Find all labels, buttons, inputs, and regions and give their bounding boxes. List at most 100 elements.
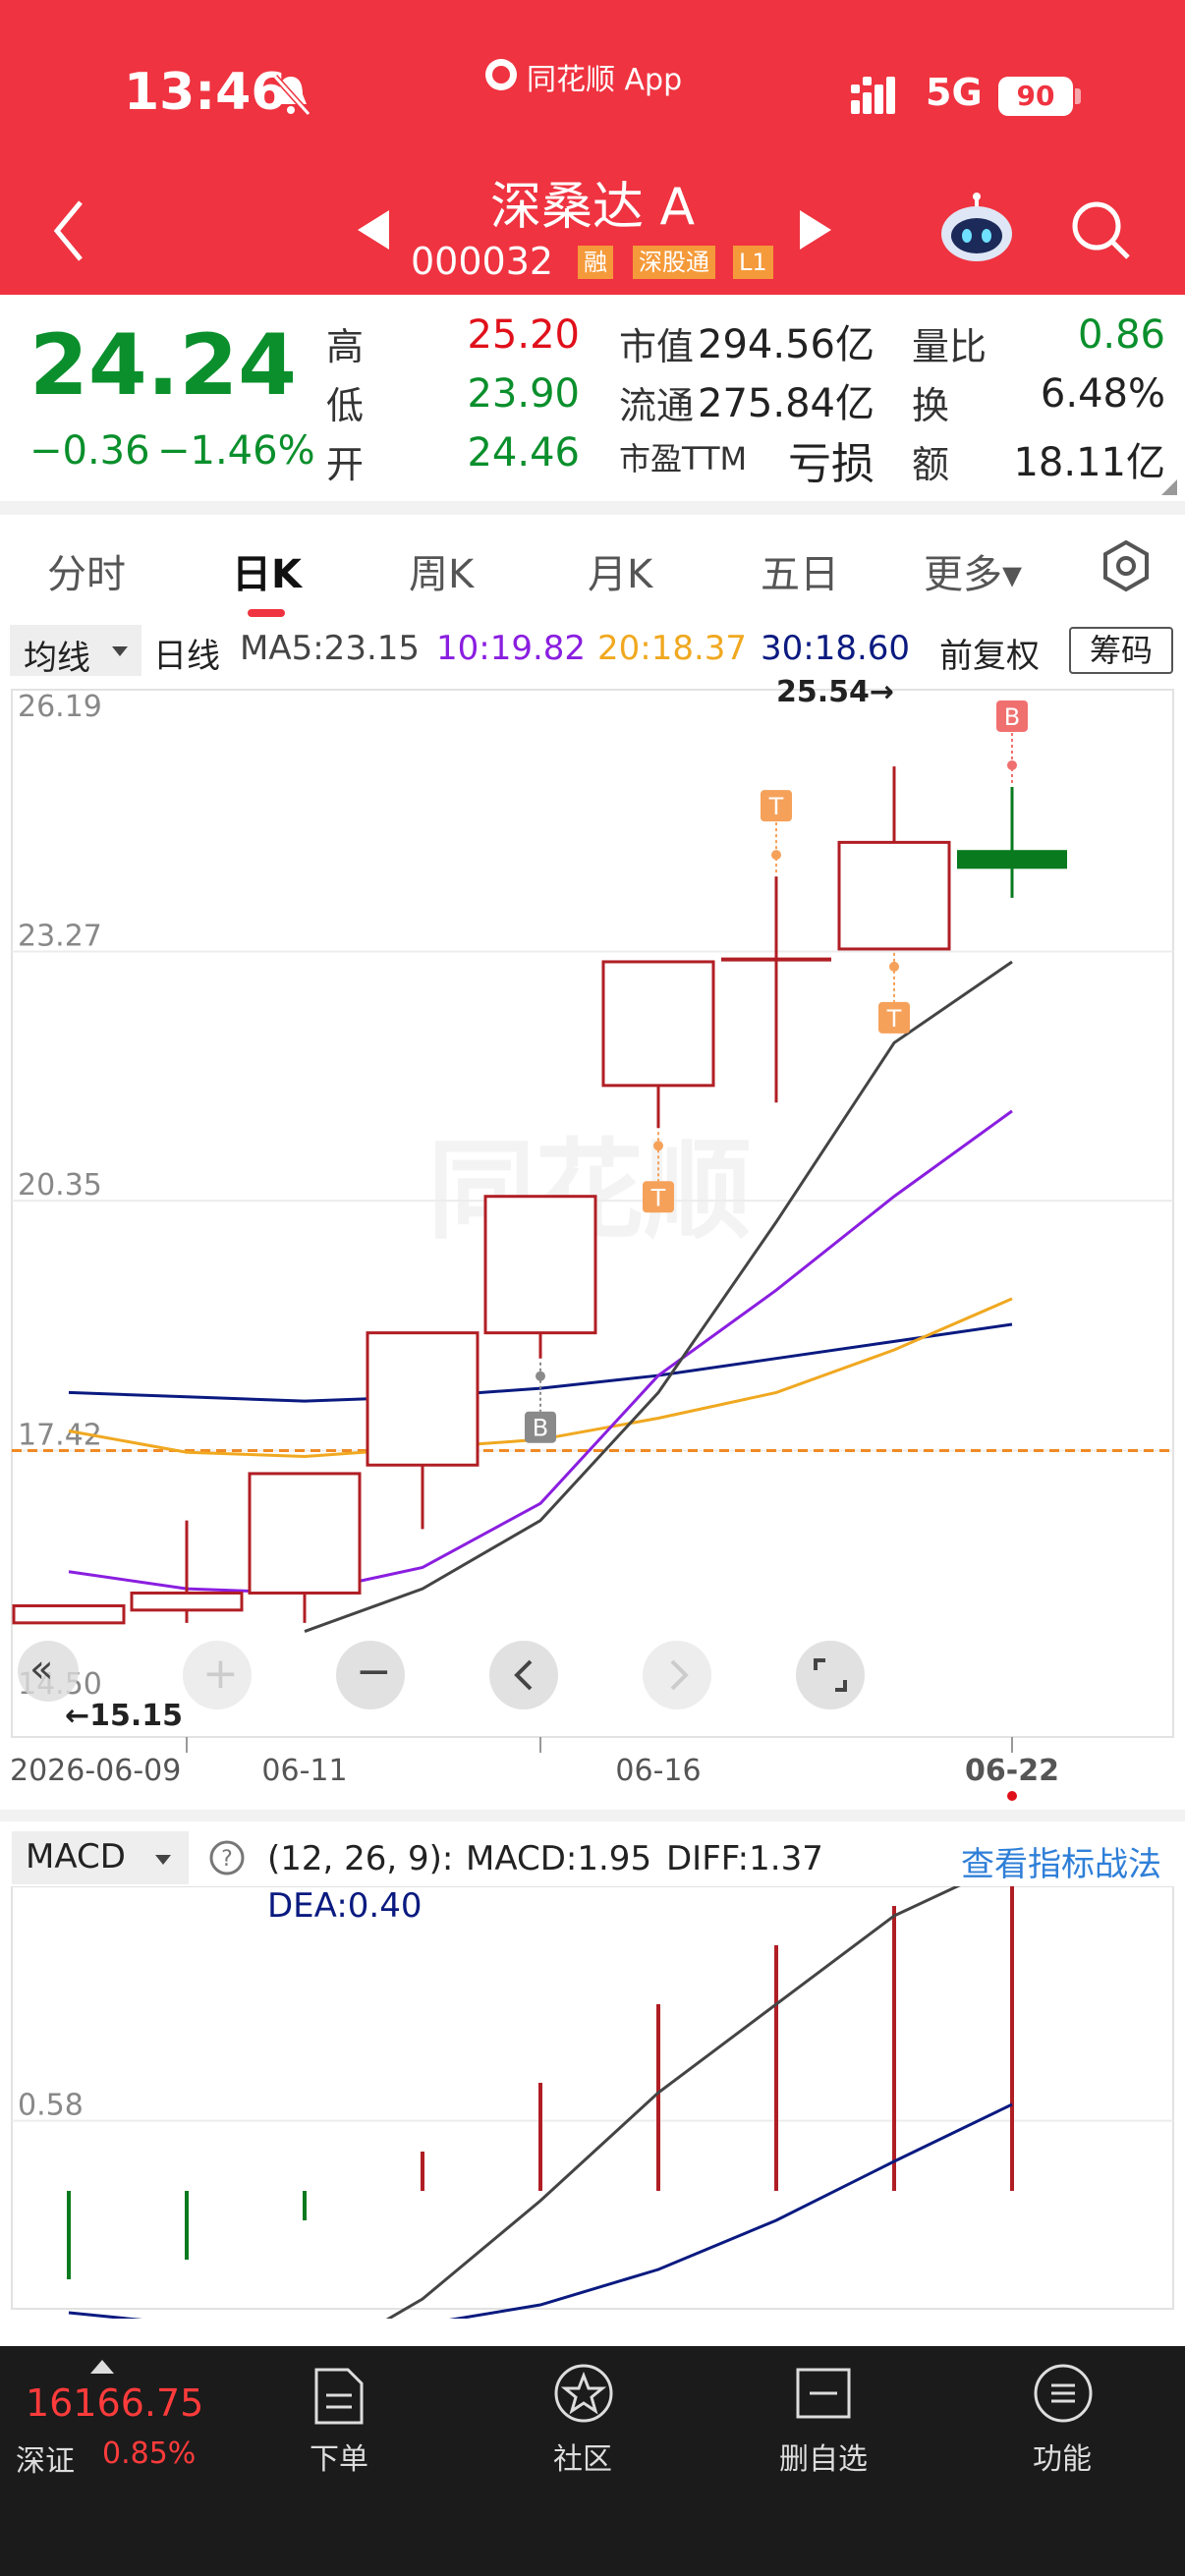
fullscreen-icon xyxy=(814,1658,847,1692)
dea-value: DEA:0.40 xyxy=(267,1886,423,1926)
x-axis-label: 06-11 xyxy=(261,1754,347,1788)
price-change-pct: −1.46% xyxy=(157,428,315,474)
bottom-bar: 16166.75 深证 0.85% 下单 社区 删自选 xyxy=(0,2346,1185,2576)
signal-marker-label: T xyxy=(768,793,784,820)
candle-body xyxy=(601,960,715,1088)
kline-chart[interactable]: 同花顺26.1923.2720.3517.4214.50TBTTB25.54→←… xyxy=(0,678,1185,1808)
amount-value: 18.11亿 xyxy=(1013,440,1165,485)
section-divider xyxy=(0,501,1185,515)
ma30-value: 30:18.60 xyxy=(761,629,911,668)
app-header: 13:46 同花顺 App 5G 90 深桑达 A xyxy=(0,0,1185,295)
ma10-value: 10:19.82 xyxy=(436,629,587,668)
community-star-icon xyxy=(554,2364,613,2423)
signal-marker-label: T xyxy=(650,1184,666,1211)
ma-period: 日线 xyxy=(153,637,220,676)
x-axis-label: 2026-06-09 xyxy=(10,1754,181,1788)
ma20-value: 20:18.37 xyxy=(597,629,748,668)
turnover-label: 换 xyxy=(912,384,950,427)
chart-settings-icon[interactable] xyxy=(1099,538,1154,593)
back-icon[interactable] xyxy=(49,196,88,265)
candle-body xyxy=(483,1195,597,1335)
tab-intraday[interactable]: 分时 xyxy=(47,552,126,597)
signal-marker-t xyxy=(761,790,792,822)
candle-body xyxy=(130,1591,244,1612)
diff-value: DIFF:1.37 xyxy=(666,1839,823,1878)
mcap-label: 市值 xyxy=(619,325,695,368)
candle-body xyxy=(248,1472,362,1595)
open-value: 24.46 xyxy=(467,430,580,476)
amount-label: 额 xyxy=(912,443,950,486)
fullscreen-button[interactable] xyxy=(796,1641,865,1709)
float-value: 275.84亿 xyxy=(698,381,875,426)
order-button[interactable]: 下单 xyxy=(285,2356,393,2503)
candle-body xyxy=(721,957,831,962)
signal-marker-label: T xyxy=(886,1005,902,1033)
scroll-left-button[interactable] xyxy=(489,1641,558,1709)
signal-marker-b xyxy=(996,700,1028,732)
marker-dot xyxy=(771,850,781,861)
help-icon[interactable]: ? xyxy=(208,1839,246,1876)
svg-text:?: ? xyxy=(221,1847,233,1872)
turnover-value: 6.48% xyxy=(1040,371,1165,417)
zoom-out-button[interactable]: − xyxy=(336,1641,405,1709)
remove-watchlist-button[interactable]: 删自选 xyxy=(764,2356,882,2503)
minus-icon: − xyxy=(356,1647,392,1697)
function-button[interactable]: 功能 xyxy=(1008,2356,1116,2503)
community-button[interactable]: 社区 xyxy=(529,2356,637,2503)
candle-body xyxy=(366,1331,480,1467)
plus-icon: + xyxy=(202,1649,239,1699)
marker-dot xyxy=(889,961,899,972)
robot-assistant-icon[interactable] xyxy=(937,193,1016,267)
ma-selector[interactable]: 均线 xyxy=(10,625,141,678)
macd-frame xyxy=(11,1886,1174,2310)
signal-marker-label: B xyxy=(1004,703,1020,731)
index-up-arrow-icon xyxy=(90,2360,114,2374)
tab-weekly-k[interactable]: 周K xyxy=(409,552,475,597)
function-label: 功能 xyxy=(1033,2442,1092,2477)
battery-icon xyxy=(1075,88,1081,104)
search-icon[interactable] xyxy=(1069,198,1134,263)
signal-marker-label: B xyxy=(533,1415,548,1442)
marker-dot xyxy=(536,1371,545,1381)
remove-watchlist-icon xyxy=(796,2368,851,2419)
indicator-strategy-link[interactable]: 查看指标战法 xyxy=(961,1845,1161,1884)
next-stock-icon[interactable] xyxy=(798,208,833,252)
high-value: 25.20 xyxy=(467,312,580,358)
signal-marker-b xyxy=(525,1411,556,1443)
order-document-icon xyxy=(314,2368,364,2425)
low-value: 23.90 xyxy=(467,371,580,417)
min-price-annotation: ←15.15 xyxy=(65,1699,183,1733)
macd-params: (12, 26, 9): xyxy=(267,1839,454,1878)
prev-stock-icon[interactable] xyxy=(356,208,391,252)
status-time: 13:46 xyxy=(124,63,287,122)
index-value[interactable]: 16166.75 xyxy=(26,2381,204,2425)
expand-corner-icon[interactable] xyxy=(1159,477,1179,497)
chip-distribution-button[interactable]: 筹码 xyxy=(1069,627,1173,674)
vol-ratio-value: 0.86 xyxy=(1077,312,1165,358)
tab-monthly-k[interactable]: 月K xyxy=(588,552,653,597)
mute-bell-icon xyxy=(272,74,310,116)
max-price-annotation: 25.54→ xyxy=(776,678,894,709)
zoom-in-button[interactable]: + xyxy=(183,1641,252,1709)
tab-daily-k[interactable]: 日K xyxy=(232,552,302,597)
low-label: 低 xyxy=(326,384,365,427)
y-tick-label: 20.35 xyxy=(18,1168,102,1203)
tab-more[interactable]: 更多▾ xyxy=(924,552,1023,597)
marker-dot xyxy=(653,1141,663,1151)
last-price: 24.24 xyxy=(29,316,298,415)
chevron-down-icon xyxy=(155,1855,171,1865)
macd-selector[interactable]: MACD xyxy=(12,1831,189,1884)
macd-tick-label: 0.58 xyxy=(18,2089,84,2123)
tag-connect: 深股通 xyxy=(633,246,715,279)
current-day-dot xyxy=(1007,1791,1017,1801)
macd-chart[interactable]: 0.58 xyxy=(0,1886,1185,2319)
tab-five-day[interactable]: 五日 xyxy=(761,552,839,597)
mcap-value: 294.56亿 xyxy=(698,322,875,367)
dea-line xyxy=(68,2102,1013,2319)
ma5-value: MA5:23.15 xyxy=(240,629,421,668)
vol-ratio-label: 量比 xyxy=(912,325,988,368)
ma10-line xyxy=(68,1109,1013,1595)
scroll-left-fast-button[interactable]: « xyxy=(18,1641,79,1702)
scroll-right-button[interactable] xyxy=(643,1641,711,1709)
adjust-mode[interactable]: 前复权 xyxy=(939,637,1040,676)
